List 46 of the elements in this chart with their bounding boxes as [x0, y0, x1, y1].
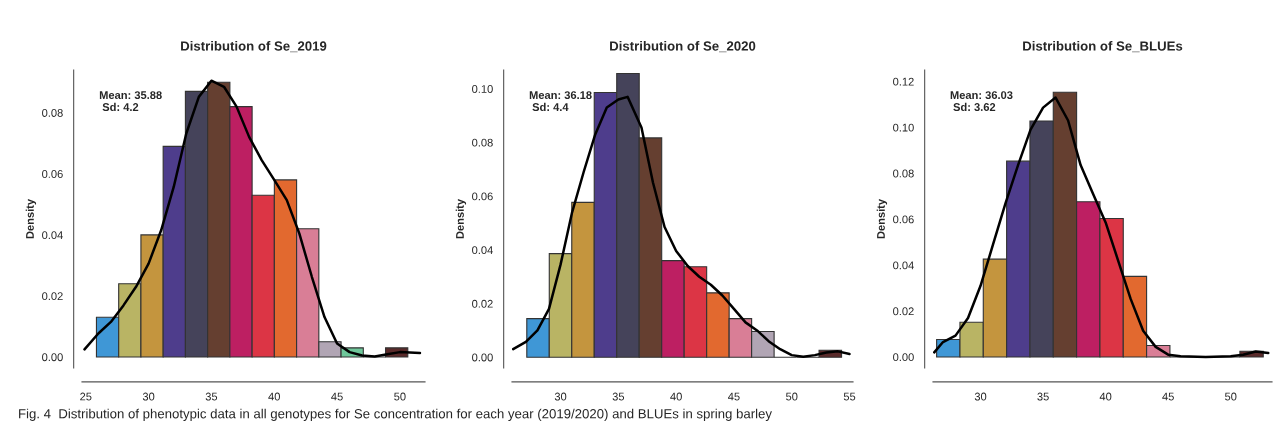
x-tick-label: 40: [268, 392, 280, 401]
y-tick-label: 0.10: [893, 123, 914, 132]
y-tick-label: 0.04: [893, 261, 914, 270]
y-tick-label: 0.08: [42, 109, 63, 117]
y-axis-title: Density: [876, 198, 888, 239]
annotation: Mean: 36.03 Sd: 3.62: [950, 91, 1013, 112]
x-tick-label: 35: [205, 392, 218, 401]
caption: Fig. 4 Distribution of phenotypic data in all genotypes for Se concentration for each year (2019/2020) and BLUEs in spring barley: [19, 408, 772, 421]
x-tick-label: 40: [670, 392, 682, 401]
x-tick-label: 30: [142, 392, 155, 401]
x-tick-label: 50: [786, 392, 798, 401]
y-tick-label: 0.06: [42, 170, 63, 178]
x-tick-label: 30: [554, 392, 567, 401]
line-series: [83, 79, 422, 358]
x-tick-label: 35: [1037, 392, 1049, 401]
x-tick-label: 25: [80, 392, 92, 401]
x-tick-label: 30: [974, 392, 987, 401]
y-tick-label: 0.06: [472, 192, 493, 201]
y-tick-label: 0.02: [472, 299, 493, 308]
y-tick-label: 0.02: [893, 307, 914, 316]
y-tick-label: 0.10: [472, 85, 493, 93]
x-tick-label: 50: [1224, 392, 1237, 401]
chart-title: Distribution of Se_2020: [610, 40, 756, 53]
x-tick-label: 45: [331, 392, 343, 401]
y-tick-label: 0.04: [42, 231, 63, 240]
y-tick-label: 0.02: [42, 292, 63, 301]
y-tick-label: 0.06: [893, 215, 914, 224]
x-tick-label: 55: [843, 392, 856, 401]
y-tick-label: 0.04: [472, 246, 493, 255]
y-axis-title: Density: [25, 198, 37, 239]
y-tick-label: 0.12: [893, 77, 914, 86]
y-axis-title: Density: [455, 198, 467, 239]
y-tick-label: 0.08: [472, 138, 493, 147]
x-tick-label: 45: [1162, 392, 1174, 401]
y-tick-label: 0.00: [42, 353, 63, 362]
annotation: Mean: 35.88 Sd: 4.2: [99, 91, 162, 111]
x-tick-label: 35: [612, 392, 625, 401]
annotation: Mean: 36.18 Sd: 4.4: [529, 91, 592, 111]
x-tick-label: 50: [394, 392, 406, 401]
y-tick-label: 0.08: [893, 169, 914, 178]
chart-title: Distribution of Se_BLUEs: [1023, 40, 1183, 53]
x-tick-label: 45: [728, 392, 740, 401]
y-tick-label: 0.00: [472, 353, 493, 362]
y-tick-label: 0.00: [893, 353, 914, 362]
x-tick-label: 40: [1099, 392, 1112, 401]
chart-title: Distribution of Se_2019: [181, 40, 327, 53]
